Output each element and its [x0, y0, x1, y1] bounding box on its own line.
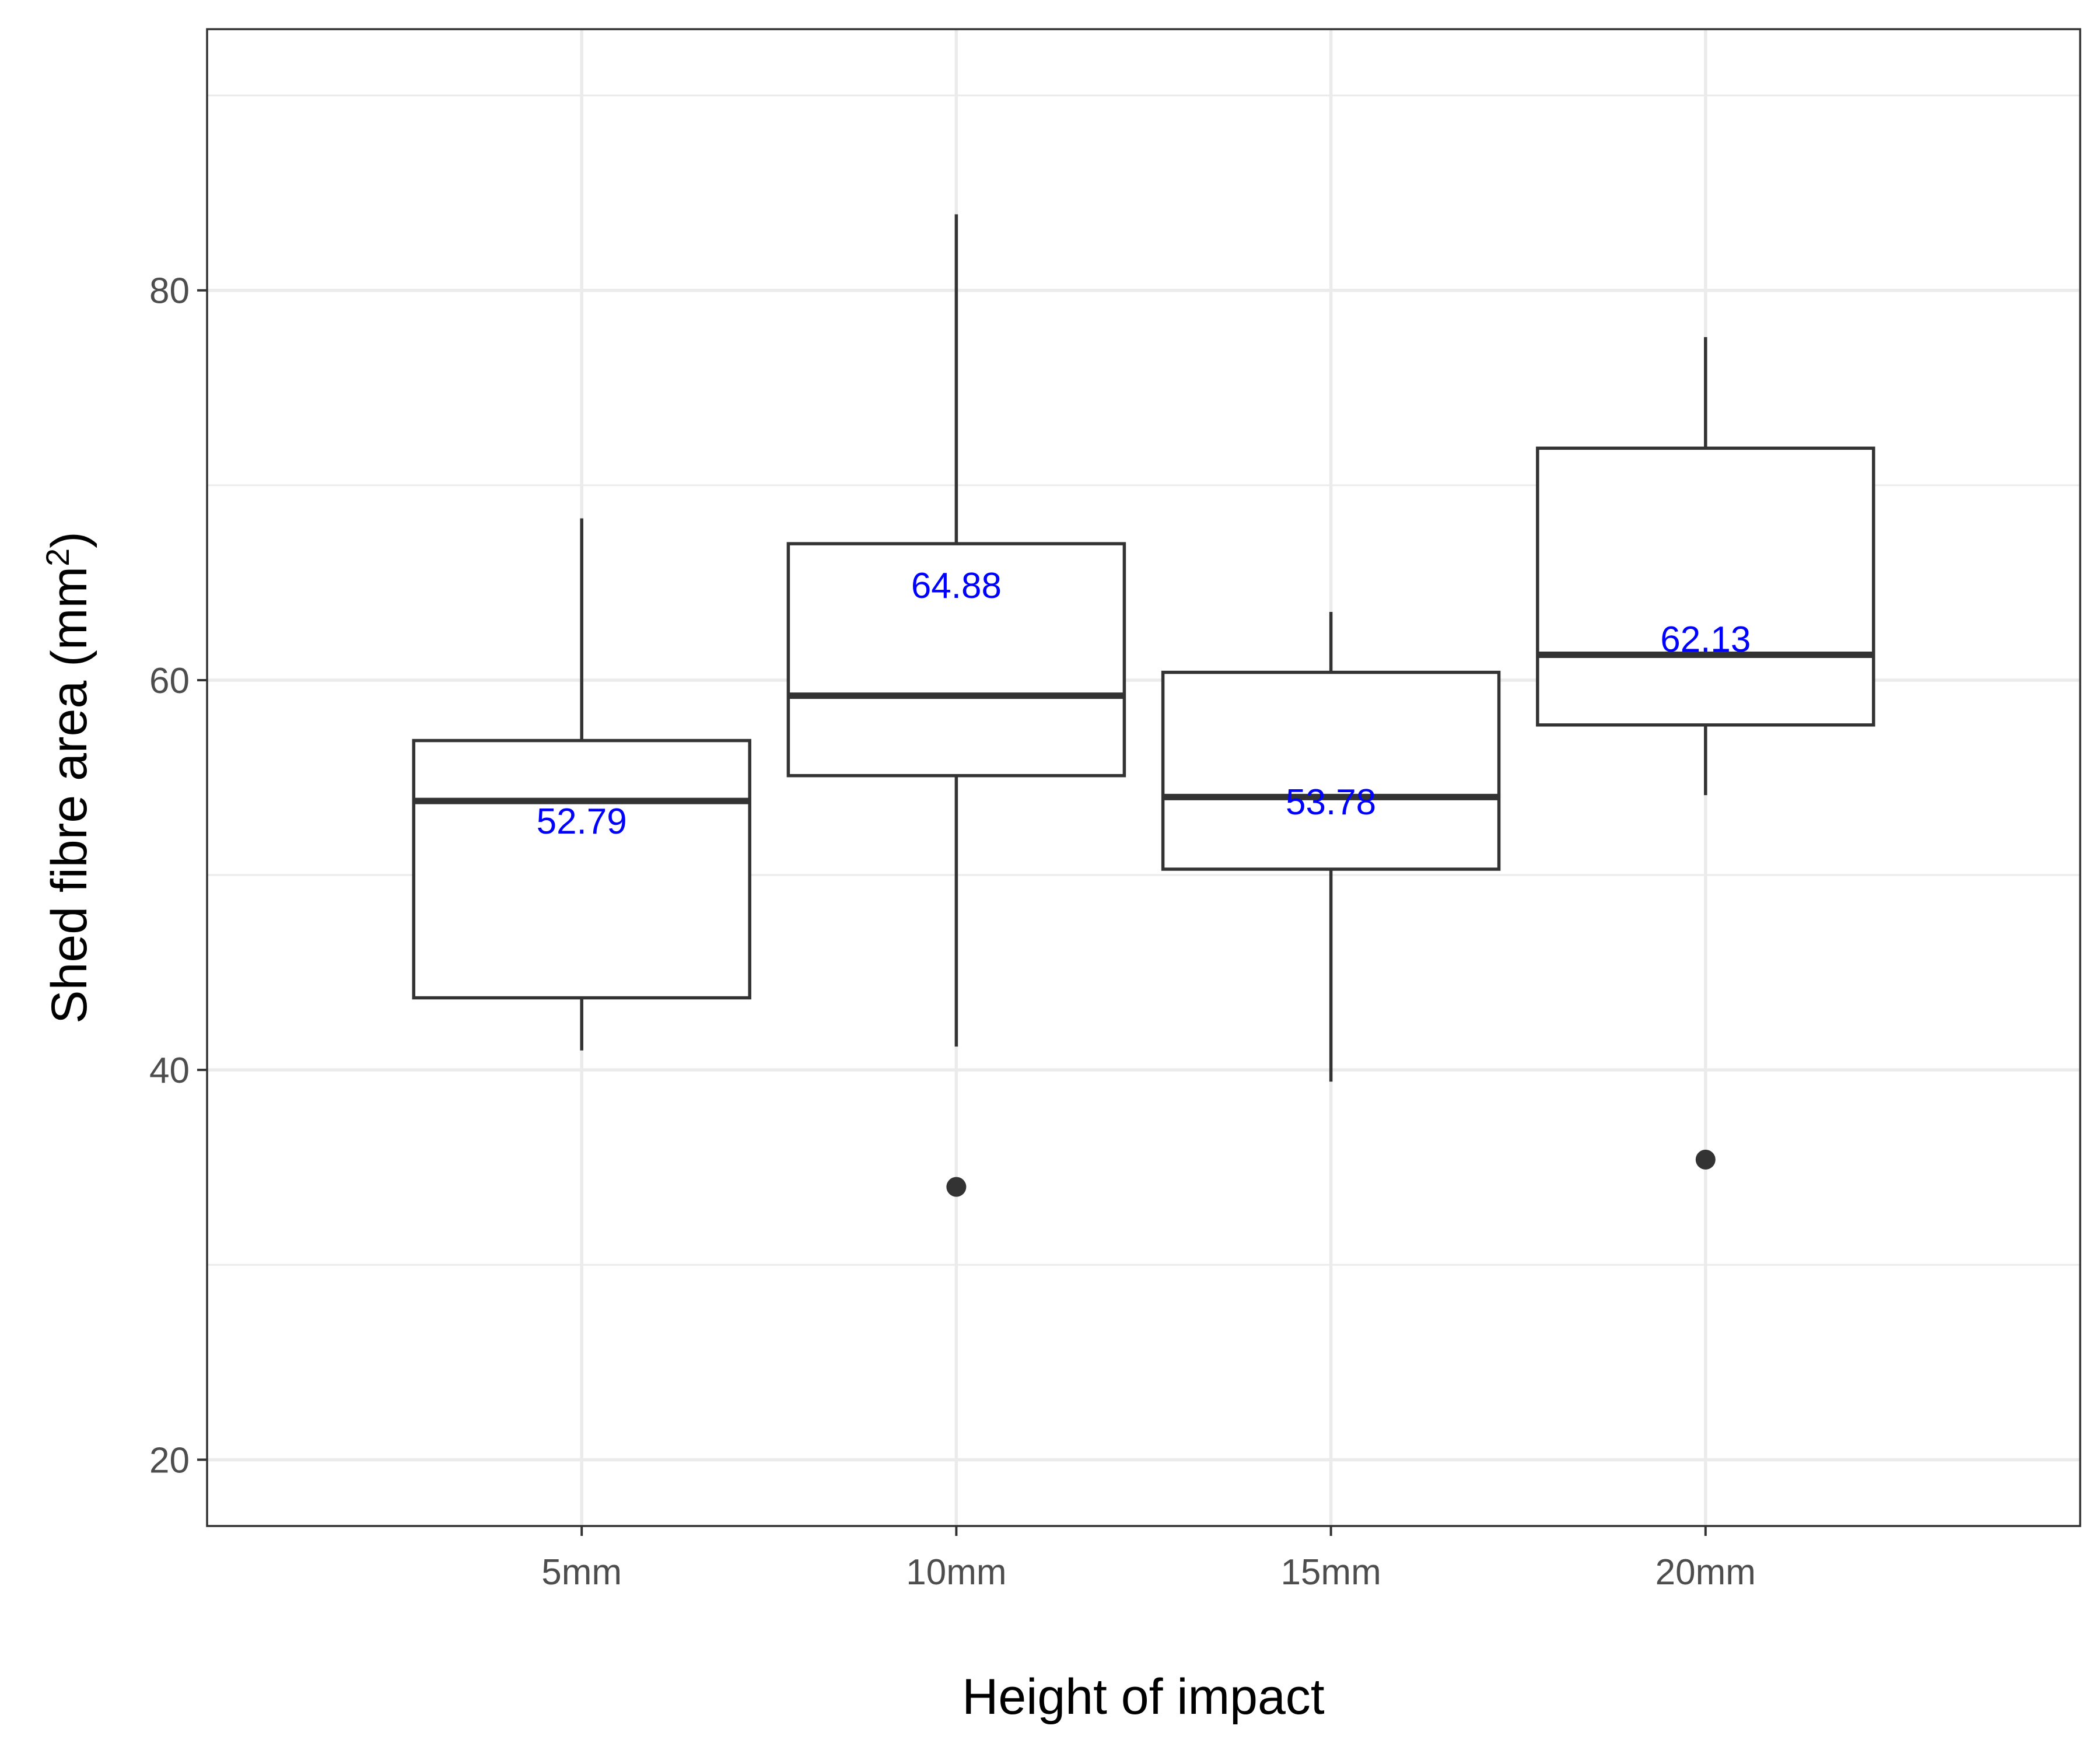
- mean-labels: 52.79 64.88 53.78 62.13: [537, 566, 1751, 842]
- mean-label-5mm: 52.79: [537, 802, 627, 842]
- box: [786, 542, 1126, 778]
- box: [1161, 670, 1501, 871]
- plot-panel-border: [206, 28, 2081, 1527]
- box-group-10mm: [786, 214, 1126, 1197]
- mean-label-10mm: 64.88: [911, 566, 1002, 606]
- x-tick-label: 20mm: [1656, 1552, 1756, 1592]
- outlier-point: [1695, 1149, 1716, 1170]
- box: [412, 738, 751, 1000]
- box-marks: [412, 214, 1875, 1197]
- y-tick-label: 80: [149, 271, 190, 312]
- axes: 20 40 60 80 5mm 10mm 15mm 20mm: [149, 271, 1756, 1592]
- y-tick-label: 20: [149, 1440, 190, 1480]
- y-axis-title-suffix: ): [41, 531, 97, 548]
- y-axis-title: Shed fibre area (mm2): [39, 531, 97, 1024]
- box: [1536, 446, 1875, 727]
- outlier-point: [946, 1177, 967, 1197]
- y-tick-label: 60: [149, 661, 190, 701]
- mean-label-15mm: 53.78: [1286, 782, 1376, 822]
- x-tick-label: 5mm: [541, 1552, 622, 1592]
- box-group-5mm: [412, 518, 751, 1051]
- box-group-15mm: [1161, 612, 1501, 1082]
- y-tick-label: 40: [149, 1051, 190, 1091]
- box-group-20mm: [1536, 337, 1875, 1170]
- y-axis-title-main: Shed fibre area (mm: [41, 566, 97, 1024]
- x-tick-label: 15mm: [1280, 1552, 1381, 1592]
- mean-label-20mm: 62.13: [1660, 620, 1751, 660]
- x-axis-title: Height of impact: [962, 1669, 1325, 1725]
- y-axis-title-superscript: 2: [39, 548, 76, 566]
- x-tick-label: 10mm: [906, 1552, 1006, 1592]
